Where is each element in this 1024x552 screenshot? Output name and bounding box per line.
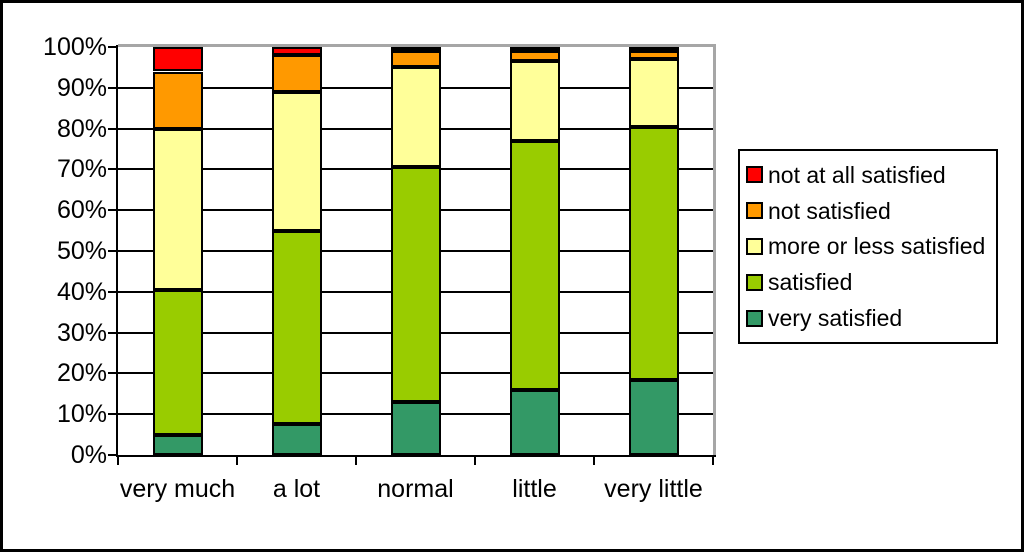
y-tick-90	[108, 86, 117, 89]
legend-item-very-satisfied: very satisfied	[746, 306, 990, 330]
bar-segment-normal-more-or-less-satisfied	[390, 67, 441, 168]
y-tick-label-60: 60%	[56, 196, 107, 225]
bar-segment-normal-not-satisfied	[390, 51, 441, 68]
y-tick-label-10: 10%	[56, 400, 107, 429]
y-tick-label-50: 50%	[56, 237, 107, 265]
legend-item-not-at-all-satisfied: not at all satisfied	[746, 163, 990, 187]
bar-segment-very-little-not-satisfied	[628, 51, 679, 60]
y-tick-10	[108, 413, 117, 416]
bar-segment-normal-satisfied	[390, 167, 441, 402]
bar-segment-very-much-not-satisfied	[152, 71, 203, 129]
legend-swatch-satisfied	[746, 273, 763, 291]
legend-label-satisfied: satisfied	[768, 269, 853, 296]
bar-segment-very-little-very-satisfied	[628, 379, 679, 455]
legend-label-not-at-all-satisfied: not at all satisfied	[768, 161, 946, 188]
y-tick-80	[108, 127, 117, 130]
x-category-label-very-little: very little	[604, 475, 703, 503]
x-tick-5	[712, 457, 714, 465]
legend-swatch-more-or-less-satisfied	[746, 237, 763, 255]
bar-segment-normal-not-at-all-satisfied	[390, 47, 441, 52]
plot-area	[118, 47, 713, 455]
x-category-label-little: little	[512, 475, 557, 503]
x-category-label-a-lot: a lot	[272, 475, 321, 503]
bar-segment-very-much-not-at-all-satisfied	[152, 47, 203, 72]
legend-label-very-satisfied: very satisfied	[768, 305, 903, 332]
legend-item-more-or-less-satisfied: more or less satisfied	[746, 234, 990, 258]
legend: not at all satisfied not satisfied more or…	[738, 149, 998, 344]
y-tick-60	[108, 209, 117, 212]
bar-segment-very-much-more-or-less-satisfied	[152, 128, 203, 290]
bar-segment-little-very-satisfied	[509, 389, 560, 455]
y-tick-label-30: 30%	[56, 318, 107, 347]
bar-segment-very-much-very-satisfied	[152, 434, 203, 455]
plot-border-top	[118, 44, 716, 47]
legend-item-not-satisfied: not satisfied	[746, 199, 990, 223]
bar-segment-little-more-or-less-satisfied	[509, 61, 560, 141]
x-tick-0	[117, 457, 119, 465]
x-tick-3	[474, 457, 476, 465]
y-tick-20	[108, 372, 117, 375]
bar-segment-normal-very-satisfied	[390, 401, 441, 455]
x-tick-2	[355, 457, 357, 465]
y-tick-label-80: 80%	[56, 114, 107, 143]
bar-segment-a-lot-more-or-less-satisfied	[271, 91, 322, 231]
bar-segment-very-little-more-or-less-satisfied	[628, 59, 679, 127]
y-tick-label-20: 20%	[56, 359, 107, 388]
bar-segment-a-lot-satisfied	[271, 230, 322, 425]
y-tick-label-90: 90%	[56, 73, 107, 102]
legend-label-not-satisfied: not satisfied	[768, 197, 891, 224]
x-tick-4	[593, 457, 595, 465]
y-axis-line	[116, 45, 118, 457]
bar-segment-very-little-satisfied	[628, 126, 679, 380]
y-tick-40	[108, 290, 117, 293]
x-tick-1	[236, 457, 238, 465]
y-tick-label-40: 40%	[56, 277, 107, 306]
bar-segment-very-much-satisfied	[152, 289, 203, 435]
bar-segment-a-lot-not-satisfied	[271, 55, 322, 92]
y-tick-label-100: 100%	[43, 33, 107, 61]
y-tick-50	[108, 250, 117, 252]
x-category-label-normal: normal	[377, 475, 454, 503]
y-tick-30	[108, 331, 117, 334]
bar-segment-very-little-not-at-all-satisfied	[628, 47, 679, 52]
legend-item-satisfied: satisfied	[746, 270, 990, 294]
legend-swatch-not-at-all-satisfied	[746, 166, 763, 184]
y-tick-label-0: 0%	[70, 441, 107, 469]
bar-segment-a-lot-very-satisfied	[271, 424, 322, 455]
legend-swatch-not-satisfied	[746, 202, 763, 220]
bar-segment-a-lot-not-at-all-satisfied	[271, 47, 322, 56]
y-tick-0	[108, 454, 117, 456]
x-category-label-very-much: very much	[119, 475, 236, 503]
y-tick-label-70: 70%	[56, 155, 107, 184]
x-axis-line	[116, 455, 716, 457]
bar-segment-little-not-at-all-satisfied	[509, 47, 560, 52]
bar-segment-little-not-satisfied	[509, 51, 560, 62]
bar-segment-little-satisfied	[509, 140, 560, 390]
y-tick-70	[108, 168, 117, 171]
legend-swatch-very-satisfied	[746, 309, 763, 327]
legend-label-more-or-less-satisfied: more or less satisfied	[768, 233, 986, 260]
y-tick-100	[108, 46, 117, 48]
plot-border-right	[713, 44, 716, 457]
